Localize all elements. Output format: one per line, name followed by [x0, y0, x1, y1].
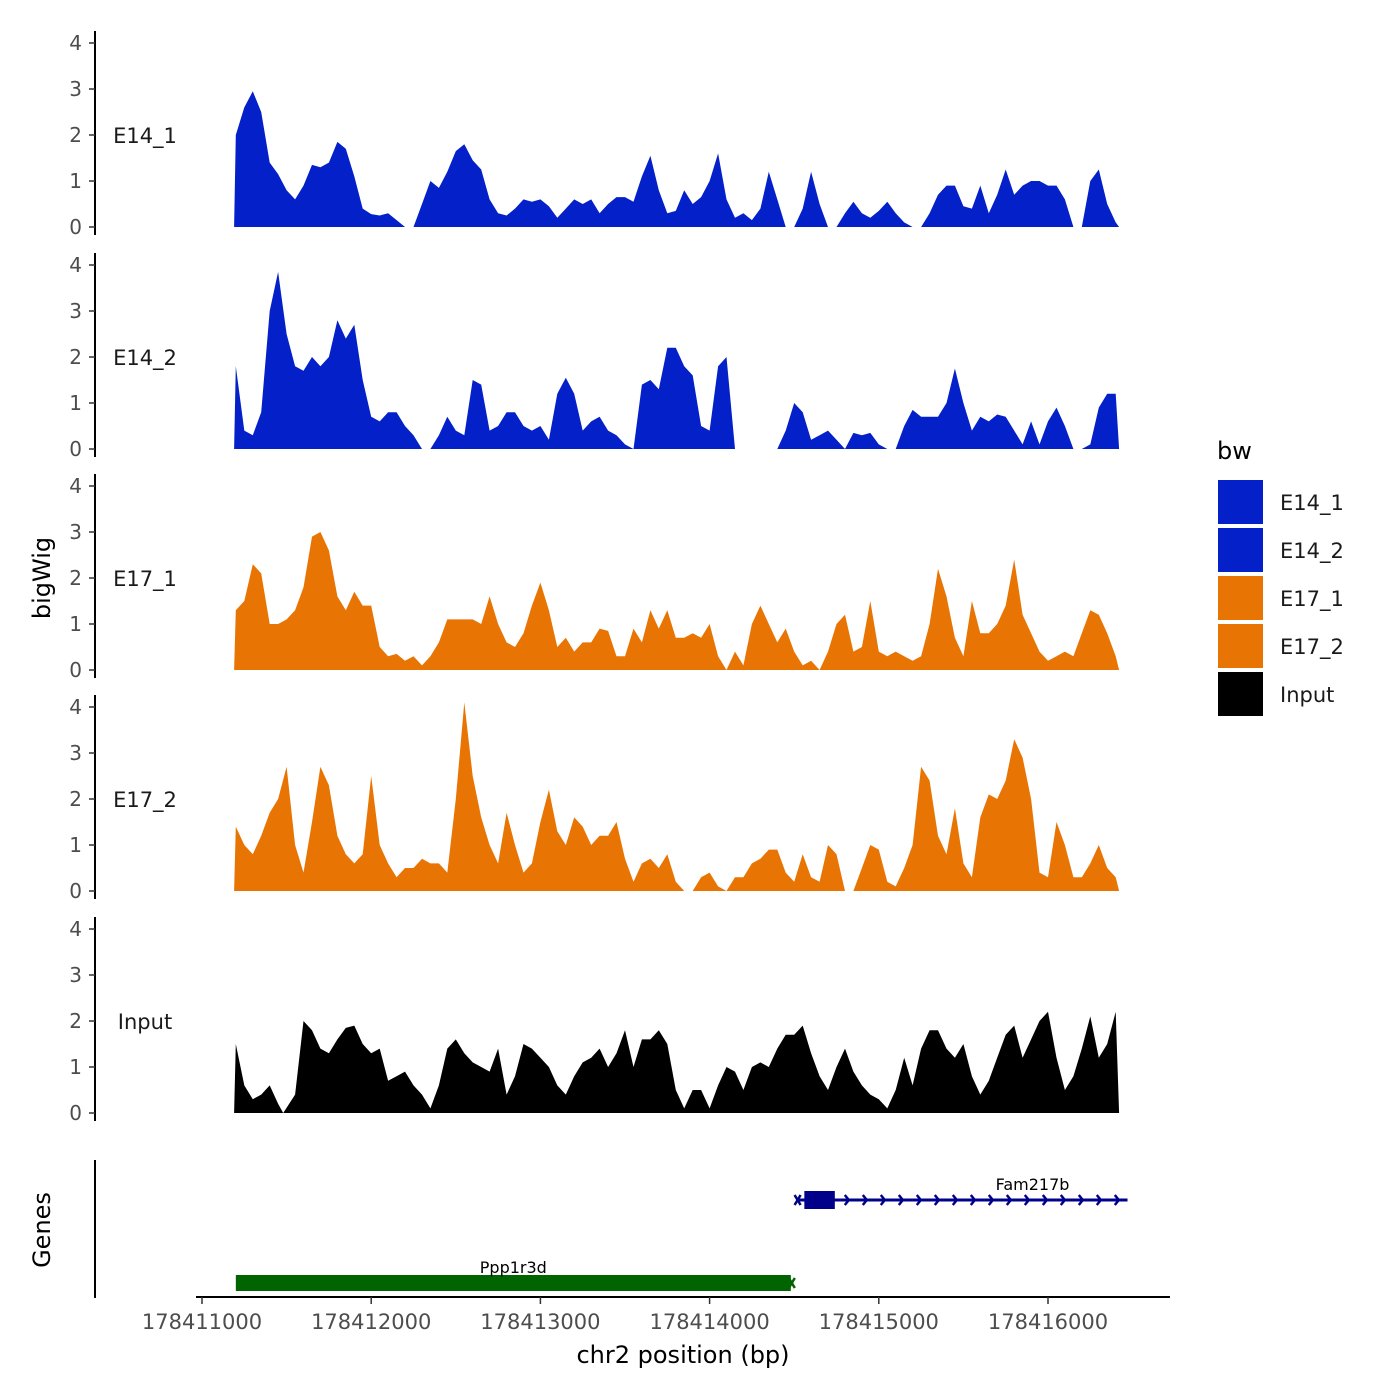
y-tick-label: 0 — [69, 879, 82, 903]
gene-Fam217b: Fam217b — [793, 1175, 1128, 1209]
legend-label-E17_1: E17_1 — [1280, 587, 1344, 612]
strand-arrow — [951, 1194, 959, 1206]
x-tick-label: 178413000 — [480, 1310, 600, 1334]
gene-track: Fam217b Ppp1r3d — [94, 1160, 1128, 1298]
y-tick-label: 1 — [69, 391, 82, 415]
x-axis-title: chr2 position (bp) — [576, 1341, 789, 1369]
legend-label-E14_1: E14_1 — [1280, 491, 1344, 516]
strand-arrow — [897, 1194, 905, 1206]
gene-Ppp1r3d: Ppp1r3d — [235, 1258, 796, 1291]
y-tick-label: 4 — [69, 695, 82, 719]
x-axis: 178411000 178412000 178413000 178414000 1784… — [142, 1296, 1170, 1334]
strand-arrow — [879, 1194, 887, 1206]
y-tick-label: 3 — [69, 520, 82, 544]
y-tick-label: 0 — [69, 437, 82, 461]
y-tick-label: 0 — [69, 215, 82, 239]
gene-label: Ppp1r3d — [480, 1258, 547, 1277]
legend-label-E17_2: E17_2 — [1280, 635, 1344, 660]
coverage-area-E14_1 — [234, 91, 1120, 227]
gene-exon — [235, 1275, 791, 1291]
y-tick-label: 1 — [69, 169, 82, 193]
y-tick-label: 0 — [69, 658, 82, 682]
gene-label: Fam217b — [996, 1175, 1070, 1194]
y-tick-label: 2 — [69, 123, 82, 147]
coverage-area-Input — [234, 1011, 1120, 1113]
x-tick-label: 178416000 — [988, 1310, 1108, 1334]
genes-axis-title: Genes — [28, 1192, 56, 1268]
y-tick-label: 4 — [69, 253, 82, 277]
strand-arrow — [933, 1194, 941, 1206]
strand-arrow — [915, 1194, 923, 1206]
track-E17_1: 0 1 2 3 4 E17_1 — [69, 474, 1120, 682]
track-E14_2: 0 1 2 3 4 E14_2 — [69, 253, 1120, 461]
strand-arrow — [843, 1194, 851, 1206]
strand-arrow — [1077, 1194, 1085, 1206]
y-tick-label: 2 — [69, 787, 82, 811]
y-tick-label: 3 — [69, 77, 82, 101]
y-tick-label: 2 — [69, 345, 82, 369]
track-E17_2: 0 1 2 3 4 E17_2 — [69, 695, 1120, 903]
coverage-area-E17_1 — [234, 532, 1120, 670]
legend-swatch-E17_1 — [1218, 576, 1263, 620]
track-label-Input: Input — [118, 1010, 172, 1034]
strand-arrow — [1113, 1194, 1121, 1206]
legend-label-E14_2: E14_2 — [1280, 539, 1344, 564]
strand-arrow — [1095, 1194, 1103, 1206]
x-tick-label: 178412000 — [311, 1310, 431, 1334]
legend: bw E14_1 E14_2 E17_1 E17_2 Input — [1217, 437, 1344, 716]
y-tick-label: 3 — [69, 299, 82, 323]
track-label-E17_2: E17_2 — [113, 788, 177, 813]
legend-swatch-Input — [1218, 672, 1263, 716]
gene-exon — [804, 1191, 835, 1209]
y-tick-label: 4 — [69, 474, 82, 498]
strand-arrow — [1023, 1194, 1031, 1206]
strand-arrow — [987, 1194, 995, 1206]
y-tick-label: 1 — [69, 612, 82, 636]
coverage-area-E14_2 — [234, 271, 1120, 449]
y-tick-label: 3 — [69, 963, 82, 987]
track-label-E17_1: E17_1 — [113, 567, 177, 592]
strand-arrow — [1041, 1194, 1049, 1206]
legend-swatch-E14_2 — [1218, 528, 1263, 572]
y-tick-label: 1 — [69, 1055, 82, 1079]
legend-title: bw — [1217, 437, 1252, 465]
x-tick-label: 178414000 — [649, 1310, 769, 1334]
strand-arrow — [969, 1194, 977, 1206]
y-tick-label: 3 — [69, 741, 82, 765]
y-tick-label: 0 — [69, 1101, 82, 1125]
y-tick-label: 4 — [69, 917, 82, 941]
legend-swatch-E17_2 — [1218, 624, 1263, 668]
legend-label-Input: Input — [1280, 683, 1334, 707]
track-E14_1: 0 1 2 3 4 E14_1 — [69, 31, 1120, 239]
strand-arrow — [1059, 1194, 1067, 1206]
track-label-E14_2: E14_2 — [113, 346, 177, 371]
y-tick-label: 2 — [69, 566, 82, 590]
y-tick-label: 4 — [69, 31, 82, 55]
gene-end-mark — [793, 1194, 802, 1206]
gene-end-mark — [787, 1277, 796, 1289]
y-axis-title: bigWig — [28, 537, 56, 619]
strand-arrow — [1005, 1194, 1013, 1206]
coverage-area-E17_2 — [234, 702, 1120, 891]
x-tick-label: 178411000 — [142, 1310, 262, 1334]
y-tick-label: 1 — [69, 833, 82, 857]
strand-arrow — [861, 1194, 869, 1206]
y-tick-label: 2 — [69, 1009, 82, 1033]
bigwig-tracks: 0 1 2 3 4 E14_1 0 1 2 3 4 E14_2 0 1 2 3 4 E17_1 0 1 2 3 4 E17_2… — [69, 31, 1120, 1125]
track-Input: 0 1 2 3 4 Input — [69, 917, 1120, 1125]
legend-swatch-E14_1 — [1218, 480, 1263, 524]
x-tick-label: 178415000 — [819, 1310, 939, 1334]
track-label-E14_1: E14_1 — [113, 124, 177, 149]
